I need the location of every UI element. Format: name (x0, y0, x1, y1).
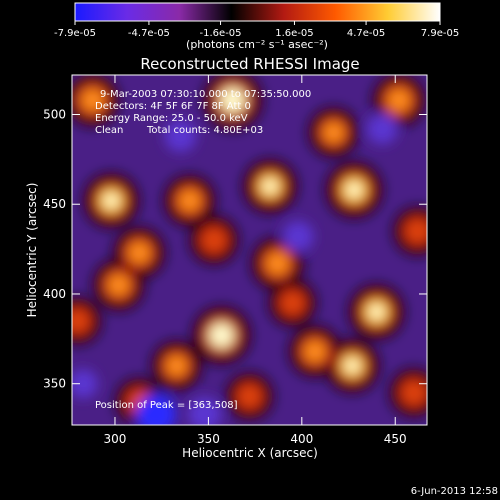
footer-date: 6-Jun-2013 12:58 (411, 486, 498, 497)
colorbar-tick-label: 1.6e-05 (275, 28, 313, 39)
annotation-method: Clean (95, 125, 123, 136)
source-peak (264, 180, 276, 193)
colorbar-tick-label: -7.9e-05 (54, 28, 96, 39)
source-peak (215, 328, 228, 342)
x-axis-ticks: 300 350 400 450 (104, 75, 407, 446)
source-core (81, 88, 104, 112)
negative-region (187, 397, 222, 425)
source-peak (226, 93, 240, 107)
source-core (239, 386, 260, 406)
source-core (178, 189, 201, 212)
source-core (166, 355, 188, 377)
source-core (403, 382, 425, 403)
source-core (323, 121, 345, 143)
chart-title: Reconstructed RHESSI Image (140, 55, 359, 73)
y-tick-label: 350 (43, 377, 66, 391)
source-core (72, 311, 88, 331)
colorbar-tick-label: 7.9e-05 (421, 28, 459, 39)
colorbar-unit-label: (photons cm⁻² s⁻¹ asec⁻²) (186, 38, 328, 51)
source-core (387, 88, 411, 112)
annotation-time-range: 9-Mar-2003 07:30:10.000 to 07:35:50.000 (100, 89, 311, 100)
annotation-counts: Total counts: 4.80E+03 (146, 125, 263, 136)
colorbar-tick-label: 4.7e-05 (347, 28, 385, 39)
x-tick-label: 300 (104, 432, 127, 446)
y-tick-label: 450 (43, 197, 66, 211)
x-axis-label: Heliocentric X (arcsec) (182, 446, 318, 460)
negative-region (72, 369, 98, 399)
heatmap-sources (72, 75, 427, 425)
source-core (282, 293, 303, 313)
source-core (203, 230, 225, 251)
y-tick-label: 500 (43, 107, 66, 121)
source-core (266, 252, 289, 275)
x-tick-label: 450 (384, 432, 407, 446)
x-tick-label: 350 (197, 432, 220, 446)
colorbar-tick-label: -4.7e-05 (128, 28, 170, 39)
colorbar-tick-label: -1.6e-05 (200, 28, 242, 39)
negative-region (164, 120, 197, 153)
source-core (304, 340, 326, 363)
heatmap-image (72, 75, 427, 425)
y-axis-label: Heliocentric Y (arcsec) (25, 183, 39, 318)
source-peak (346, 359, 359, 372)
annotation-energy: Energy Range: 25.0 - 50.0 keV (95, 113, 248, 124)
negative-region (282, 221, 314, 253)
colorbar-ticks: -7.9e-05 -4.7e-05 -1.6e-05 1.6e-05 4.7e-05 7.… (54, 21, 459, 39)
source-core (407, 221, 427, 242)
annotation-peak-position: Position of Peak = [363,508] (95, 400, 238, 411)
source-peak (370, 305, 383, 318)
y-axis-ticks: 350 400 450 500 (43, 107, 427, 391)
annotation-detectors: Detectors: 4F 5F 6F 7F 8F Att 0 (95, 101, 251, 112)
x-tick-label: 400 (290, 432, 313, 446)
negative-region (366, 113, 398, 145)
plot-frame (71, 74, 428, 426)
source-peak (105, 194, 118, 207)
source-core (107, 274, 130, 296)
colorbar (74, 2, 441, 22)
source-core (128, 241, 151, 264)
negative-region (136, 394, 177, 425)
y-tick-label: 400 (43, 287, 66, 301)
source-peak (347, 183, 361, 197)
